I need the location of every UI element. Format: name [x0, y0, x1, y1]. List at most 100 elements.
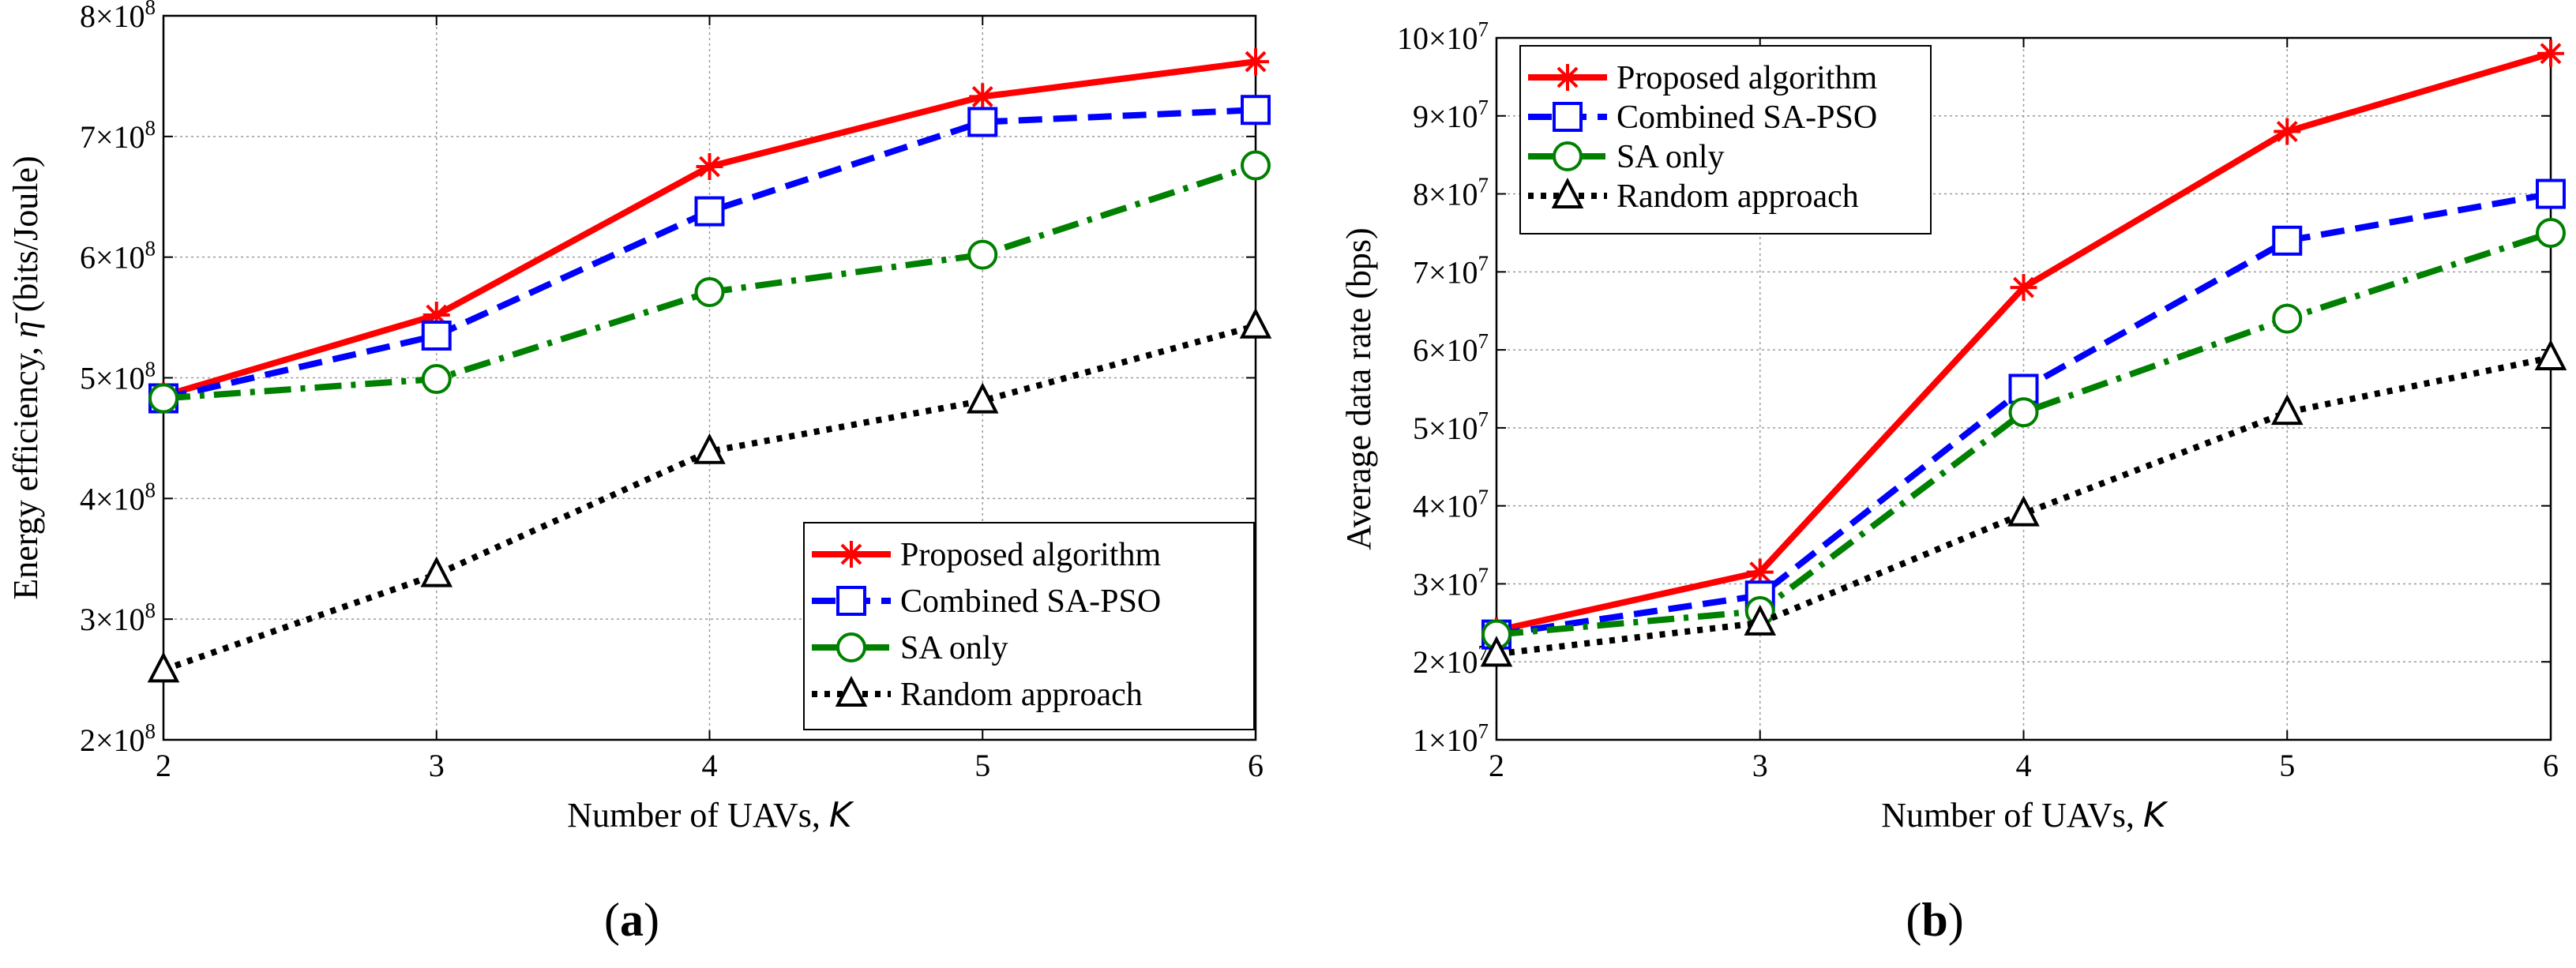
caption-paren: ): [1948, 894, 1964, 946]
y-axis-label-text: Average data rate (bps): [1339, 227, 1378, 550]
legend-item: Proposed algorithm: [1528, 60, 1877, 96]
data-point-marker: [2010, 274, 2037, 302]
series-sa-only: [148, 150, 1271, 414]
caption-paren: (: [1906, 894, 1921, 946]
y-tick-label: 10×107: [1397, 17, 1489, 56]
axes-frame: [162, 14, 1257, 741]
data-point-marker: [2534, 339, 2567, 371]
data-point-marker: [1480, 636, 1513, 667]
x-axis-label-text: Number of UAVs,: [567, 796, 829, 835]
y-tick-mantissa: 8×10: [1413, 177, 1478, 212]
x-axis-label-text: Number of UAVs,: [1881, 796, 2143, 835]
y-tick-label: 5×108: [80, 358, 156, 396]
legend-marker: [1554, 64, 1581, 91]
y-tick-mantissa: 3×10: [1413, 566, 1478, 602]
x-tick-label: 4: [2016, 748, 2032, 783]
y-tick-exponent: 7: [1478, 17, 1489, 41]
y-tick-mantissa: 8×10: [80, 0, 145, 34]
data-point-marker: [1744, 604, 1777, 636]
chart-panel-b: 2 3 4 5 61×1072×1073×1074×1075×1076×1077×107…: [1339, 17, 2567, 946]
data-point-marker: [1241, 95, 1271, 126]
y-tick-exponent: 7: [1478, 407, 1489, 431]
axes-frame: [1495, 36, 2552, 741]
y-tick-exponent: 7: [1478, 719, 1489, 743]
data-point-marker: [420, 556, 453, 587]
x-axis-label-var: K: [2143, 795, 2169, 835]
y-tick-mantissa: 4×10: [80, 481, 145, 516]
y-axis-label-text: Energy efficiency,: [6, 338, 45, 599]
y-tick-label: 5×107: [1413, 407, 1489, 446]
legend-marker: [838, 541, 865, 568]
y-tick-label: 6×108: [80, 237, 156, 276]
legend-marker: [836, 632, 866, 662]
y-tick-mantissa: 2×10: [1413, 644, 1478, 680]
legend-item: Proposed algorithm: [812, 537, 1161, 573]
caption-paren: (: [604, 894, 620, 946]
x-tick-label: 6: [2543, 748, 2559, 783]
data-point-marker: [967, 239, 998, 270]
y-tick-mantissa: 7×10: [80, 119, 145, 155]
y-tick-exponent: 7: [1478, 329, 1489, 353]
data-point-marker: [2008, 397, 2039, 428]
y-tick-label: 3×108: [80, 598, 156, 637]
y-tick-label: 4×108: [80, 478, 156, 516]
data-point-marker: [694, 276, 725, 307]
legend-label: Combined SA-PSO: [900, 583, 1161, 620]
y-tick-exponent: 8: [145, 358, 156, 381]
data-point-marker: [2007, 495, 2040, 527]
data-point-marker: [2537, 39, 2564, 67]
y-tick-exponent: 8: [145, 719, 156, 743]
y-tick-label: 2×107: [1413, 641, 1489, 680]
y-tick-label: 8×107: [1413, 174, 1489, 212]
x-axis-label: Number of UAVs, K: [567, 795, 854, 835]
data-point-marker: [2536, 217, 2566, 248]
data-point-marker: [2536, 178, 2566, 209]
y-tick-mantissa: 2×10: [80, 722, 145, 758]
y-tick-label: 2×108: [80, 719, 156, 758]
y-tick-exponent: 7: [1478, 96, 1489, 119]
x-tick-label: 3: [1752, 748, 1768, 783]
legend-label: Random approach: [1617, 178, 1859, 215]
x-tick-label: 2: [156, 748, 171, 783]
y-tick-exponent: 7: [1478, 251, 1489, 275]
y-tick-exponent: 8: [145, 0, 156, 19]
data-point-marker: [693, 433, 726, 464]
y-tick-mantissa: 3×10: [80, 602, 145, 637]
y-tick-mantissa: 5×10: [80, 361, 145, 396]
y-axis-label: Average data rate (bps): [1339, 227, 1378, 550]
y-tick-mantissa: 7×10: [1413, 254, 1478, 290]
legend-marker: [836, 586, 866, 616]
data-point-marker: [2272, 225, 2303, 256]
x-tick-label: 6: [1248, 748, 1264, 783]
y-tick-label: 8×108: [80, 0, 156, 34]
x-tick-label: 2: [1489, 748, 1504, 783]
data-point-marker: [147, 651, 180, 683]
y-tick-mantissa: 10×10: [1397, 21, 1478, 56]
x-axis-label: Number of UAVs, K: [1881, 795, 2169, 835]
data-point-marker: [966, 382, 999, 414]
series-random-approach: [147, 307, 1272, 683]
legend-marker: [1553, 102, 1583, 132]
y-tick-label: 4×107: [1413, 486, 1489, 524]
y-tick-exponent: 7: [1478, 486, 1489, 509]
legend-label: Proposed algorithm: [1617, 60, 1877, 96]
data-point-marker: [1241, 150, 1271, 181]
caption-letter: b: [1921, 894, 1947, 946]
caption-letter: a: [620, 894, 644, 946]
data-point-marker: [694, 196, 725, 227]
data-point-marker: [696, 153, 723, 181]
x-tick-label: 5: [974, 748, 990, 783]
series-line: [162, 322, 1257, 673]
data-point-marker: [148, 383, 178, 414]
series-line: [1496, 355, 2552, 658]
legend-item: SA only: [812, 630, 1008, 666]
y-tick-exponent: 8: [145, 116, 156, 140]
x-tick-label: 4: [702, 748, 718, 783]
y-tick-mantissa: 5×10: [1413, 411, 1478, 446]
y-tick-label: 7×108: [80, 116, 156, 155]
y-tick-exponent: 7: [1478, 174, 1489, 197]
data-point-marker: [421, 364, 452, 395]
legend-item: Random approach: [812, 675, 1143, 713]
data-point-marker: [422, 302, 450, 329]
